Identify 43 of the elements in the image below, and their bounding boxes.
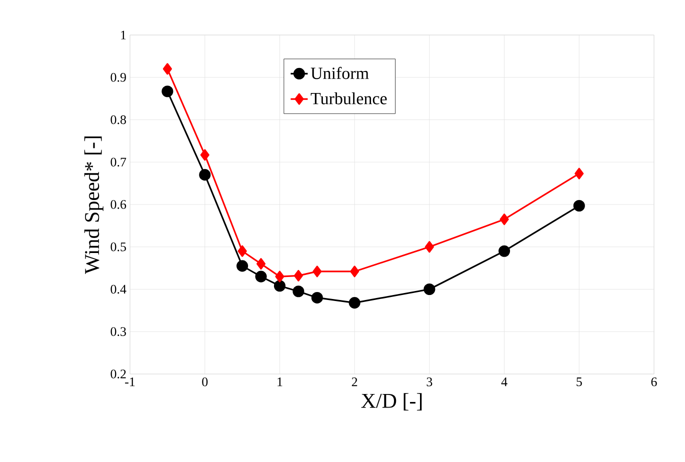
point bbox=[424, 241, 434, 253]
point bbox=[200, 149, 210, 161]
point bbox=[236, 260, 248, 272]
point bbox=[574, 168, 584, 180]
x-tick-label: -1 bbox=[125, 378, 135, 386]
y-tick-label: 0.7 bbox=[110, 158, 126, 167]
y-axis-title: Wind Speed* [-] bbox=[84, 136, 104, 274]
y-tick-label: 0.6 bbox=[110, 200, 126, 209]
point bbox=[292, 286, 304, 298]
point bbox=[311, 292, 323, 304]
y-tick-label: 0.8 bbox=[110, 115, 126, 124]
y-tick-label: 0.3 bbox=[110, 327, 126, 336]
x-axis-title: X/D [-] bbox=[361, 393, 422, 411]
point bbox=[350, 266, 360, 278]
x-tick-label: 5 bbox=[576, 378, 582, 386]
point bbox=[500, 214, 509, 226]
point bbox=[199, 169, 211, 181]
point bbox=[256, 258, 266, 270]
x-tick-label: 0 bbox=[202, 378, 208, 386]
x-tick-label: 6 bbox=[651, 378, 657, 386]
point bbox=[238, 245, 247, 257]
point bbox=[573, 200, 585, 212]
x-tick-label: 4 bbox=[501, 378, 508, 386]
y-tick-label: 0.5 bbox=[110, 242, 126, 252]
point bbox=[348, 297, 360, 309]
y-tick-label: 1 bbox=[121, 30, 126, 40]
legend-label: Turbulence bbox=[310, 92, 387, 104]
point bbox=[274, 280, 286, 292]
point bbox=[255, 270, 267, 282]
y-tick-label: 0.2 bbox=[110, 370, 126, 378]
point bbox=[294, 270, 303, 282]
y-tick-label: 0.9 bbox=[110, 72, 126, 82]
point bbox=[162, 86, 174, 98]
legend-label: Uniform bbox=[310, 66, 369, 80]
x-tick-label: 3 bbox=[426, 378, 432, 386]
point bbox=[275, 270, 284, 282]
y-tick-label: 0.4 bbox=[110, 284, 126, 294]
point bbox=[424, 283, 436, 296]
x-tick-label: 1 bbox=[278, 378, 282, 386]
point bbox=[162, 63, 172, 75]
x-tick-label: 2 bbox=[352, 378, 358, 386]
point bbox=[498, 245, 510, 257]
point bbox=[312, 266, 322, 278]
